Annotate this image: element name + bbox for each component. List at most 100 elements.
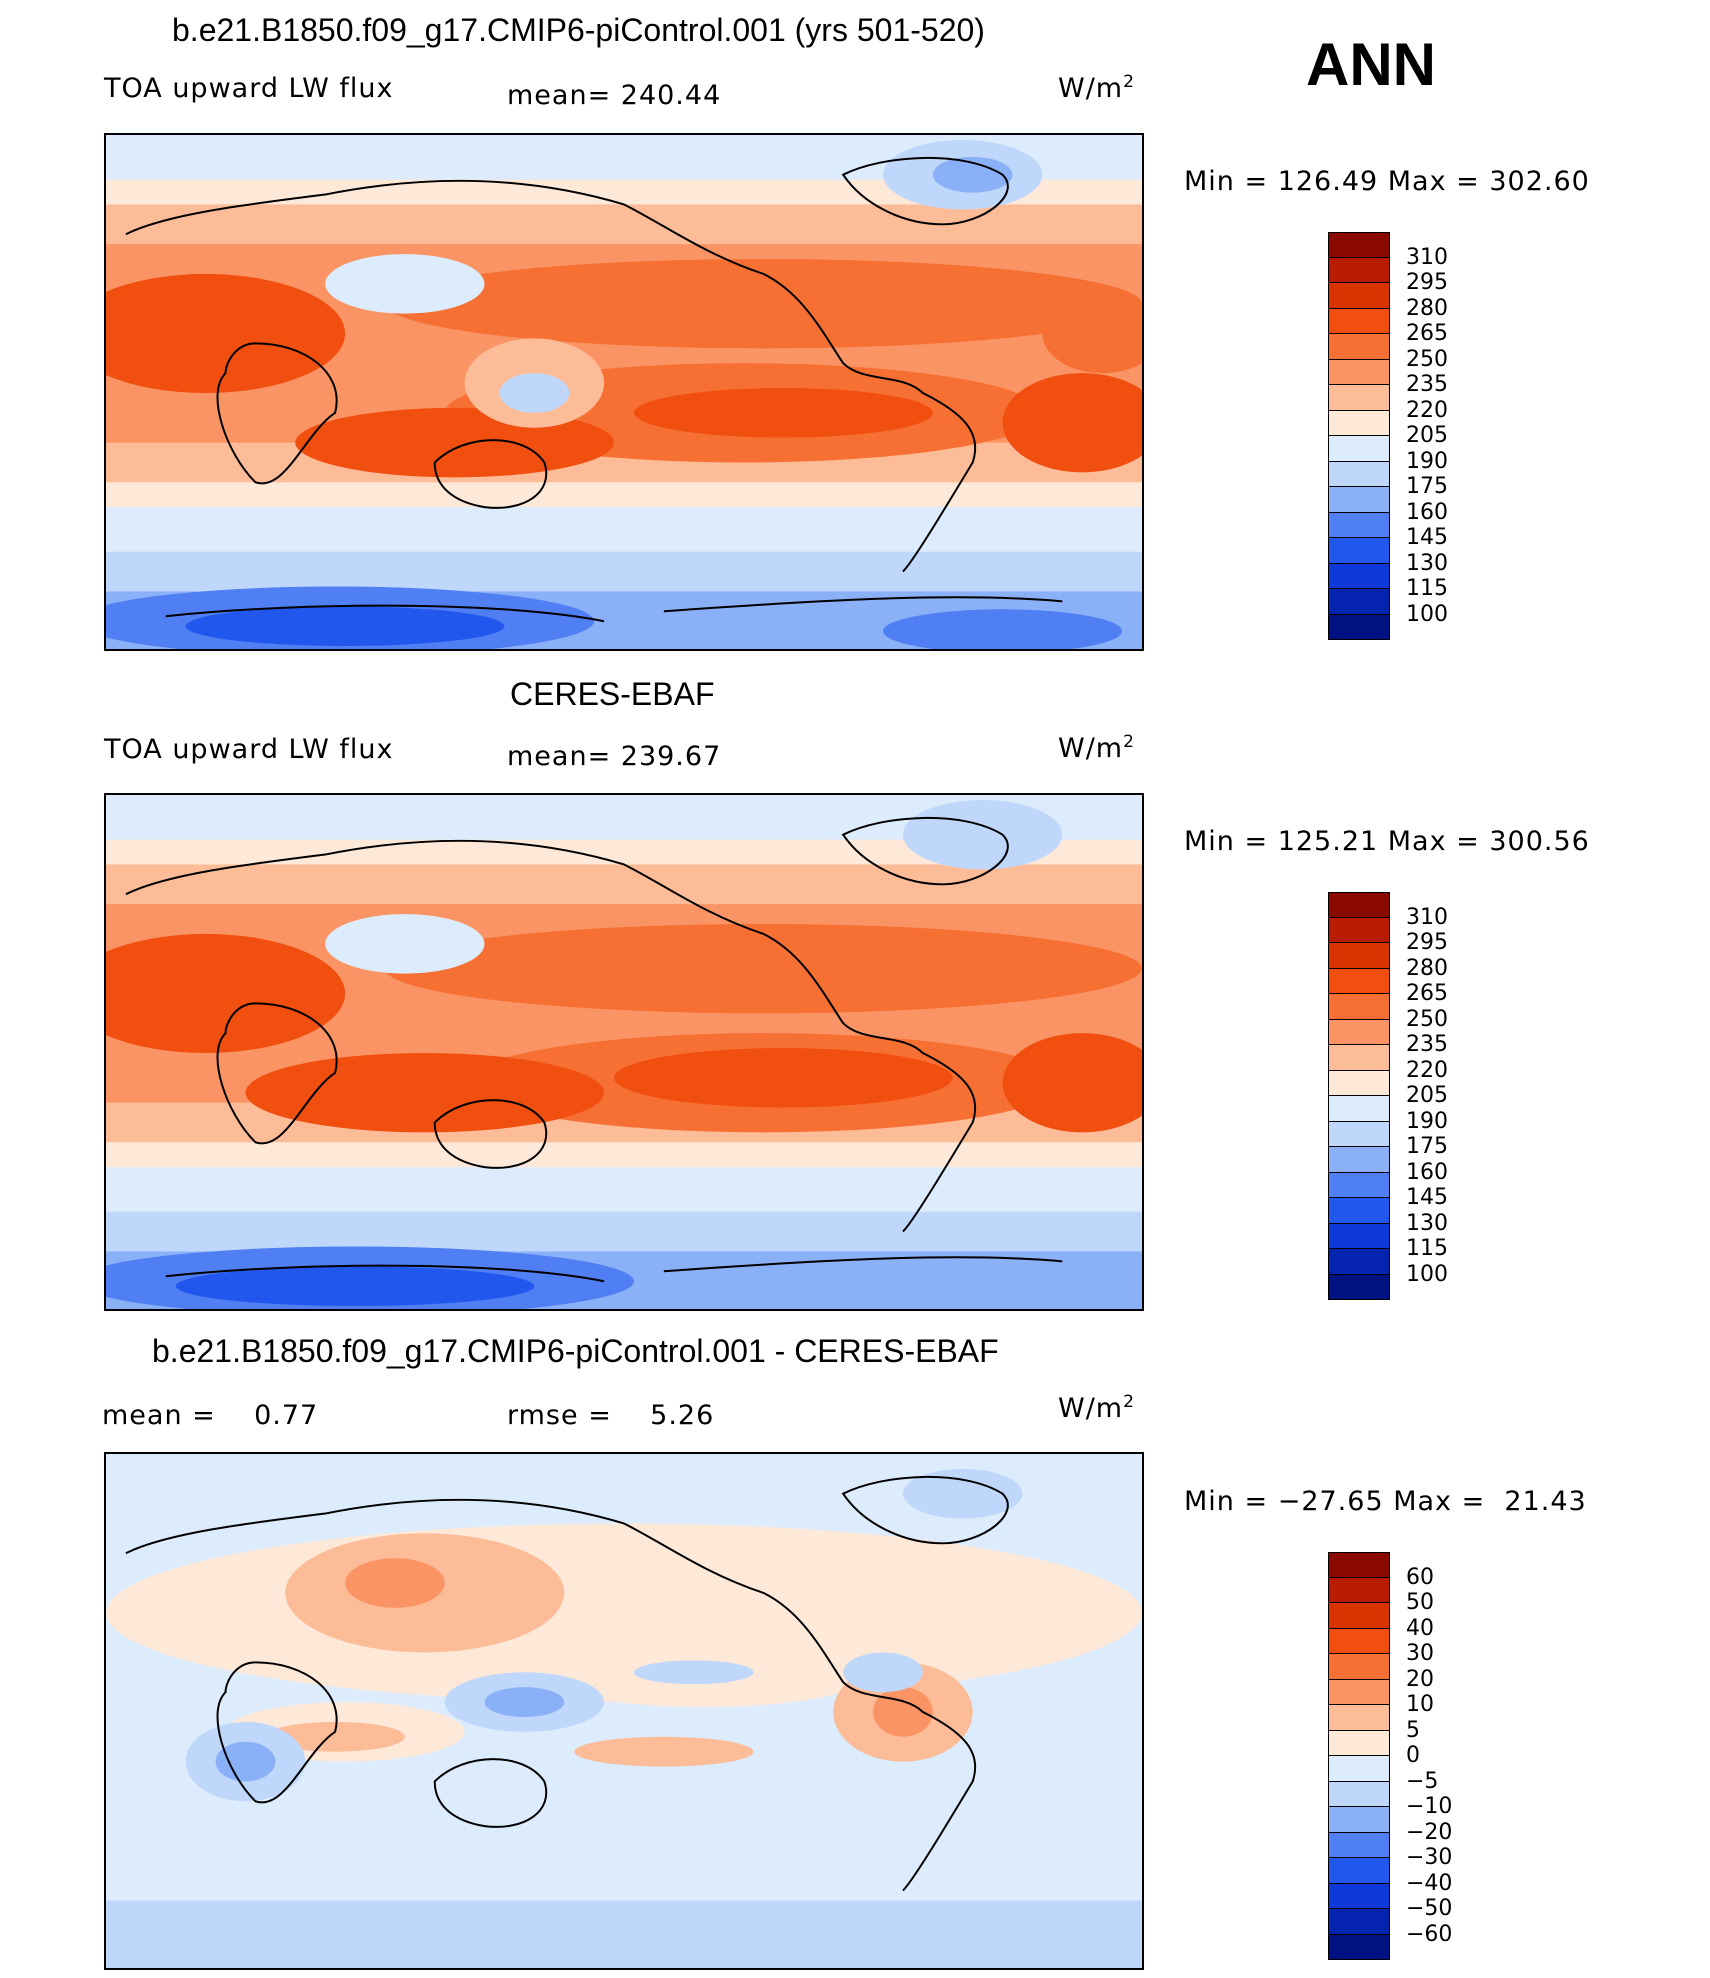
colorbar-level-label: 295 [1406, 930, 1448, 955]
panel-3-map [104, 1452, 1144, 1970]
panel-3-rmse-label: rmse = 5.26 [507, 1400, 715, 1431]
panel-2-variable-label: TOA upward LW flux [104, 734, 394, 765]
colorbar-level-label: 115 [1406, 576, 1448, 601]
colorbar-level-label: 205 [1406, 1083, 1448, 1108]
colorbar-cell [1328, 1781, 1390, 1807]
colorbar-cell [1328, 257, 1390, 283]
colorbar-level-label: 145 [1406, 525, 1448, 550]
colorbar-cell [1328, 1628, 1390, 1654]
colorbar-level-label: 30 [1406, 1641, 1434, 1666]
colorbar-cell [1328, 1019, 1390, 1045]
colorbar-cell [1328, 538, 1390, 564]
panel-3-units: W/m2 [1058, 1392, 1135, 1424]
colorbar-level-label: 265 [1406, 321, 1448, 346]
colorbar-cell [1328, 1807, 1390, 1833]
colorbar-level-label: 0 [1406, 1743, 1420, 1768]
panel-2-minmax: Min = 125.21 Max = 300.56 [1184, 826, 1590, 857]
colorbar-level-label: 175 [1406, 474, 1448, 499]
colorbar-cell [1328, 1121, 1390, 1147]
colorbar-cell [1328, 1045, 1390, 1071]
colorbar-cell [1328, 1552, 1390, 1578]
colorbar-level-label: 5 [1406, 1717, 1420, 1743]
colorbar-cell [1328, 1070, 1390, 1096]
colorbar-level-label: −20 [1406, 1819, 1453, 1845]
colorbar-level-label: 10 [1406, 1692, 1434, 1717]
colorbar-cell [1328, 1832, 1390, 1858]
panel-2-mean-label: mean= 239.67 [507, 741, 722, 772]
panel-1-variable-label: TOA upward LW flux [104, 73, 394, 104]
colorbar-cell [1328, 968, 1390, 994]
colorbar-level-label: 130 [1406, 550, 1448, 576]
colorbar-level-label: 190 [1406, 448, 1448, 474]
colorbar-cell [1328, 1172, 1390, 1198]
colorbar-level-label: 160 [1406, 1159, 1448, 1185]
colorbar-level-label: −30 [1406, 1845, 1453, 1870]
colorbar-level-label: 130 [1406, 1210, 1448, 1236]
colorbar-cell [1328, 487, 1390, 513]
panel-2-title: CERES-EBAF [510, 676, 715, 712]
colorbar-cell [1328, 1096, 1390, 1122]
colorbar-cell [1328, 410, 1390, 436]
colorbar-level-label: 115 [1406, 1236, 1448, 1261]
colorbar-cell [1328, 1274, 1390, 1300]
colorbar-cell [1328, 614, 1390, 640]
season-label: ANN [1306, 31, 1436, 98]
colorbar-cell [1328, 1883, 1390, 1909]
panel-3-map-svg [106, 1454, 1142, 1968]
panel-1-title: b.e21.B1850.f09_g17.CMIP6-piControl.001 … [172, 12, 985, 48]
colorbar-level-label: 310 [1406, 904, 1448, 930]
colorbar-cell [1328, 308, 1390, 334]
colorbar-cell [1328, 1934, 1390, 1960]
colorbar-level-label: 100 [1406, 601, 1448, 627]
colorbar-cell [1328, 892, 1390, 918]
colorbar-cell [1328, 1705, 1390, 1731]
colorbar-level-label: −50 [1406, 1896, 1453, 1921]
panel-1-minmax: Min = 126.49 Max = 302.60 [1184, 166, 1590, 197]
colorbar-cell [1328, 1756, 1390, 1782]
colorbar-level-label: 220 [1406, 397, 1448, 423]
colorbar-cell [1328, 436, 1390, 462]
colorbar-cell [1328, 1198, 1390, 1224]
panel-3-title: b.e21.B1850.f09_g17.CMIP6-piControl.001 … [152, 1333, 999, 1369]
colorbar-level-label: 280 [1406, 955, 1448, 981]
colorbar-cell [1328, 994, 1390, 1020]
panel-1-map [104, 133, 1144, 651]
colorbar-level-label: −5 [1406, 1768, 1439, 1794]
colorbar-level-label: 175 [1406, 1134, 1448, 1159]
panel-2-map-svg [106, 795, 1142, 1309]
panel-3-colorbar [1328, 1552, 1390, 1960]
panel-2-map [104, 793, 1144, 1311]
colorbar-level-label: −40 [1406, 1870, 1453, 1896]
colorbar-level-label: 40 [1406, 1615, 1434, 1641]
colorbar-cell [1328, 385, 1390, 411]
colorbar-cell [1328, 359, 1390, 385]
panel-3-mean-label: mean = 0.77 [102, 1400, 319, 1431]
colorbar-level-label: 160 [1406, 499, 1448, 525]
colorbar-cell [1328, 512, 1390, 538]
colorbar-cell [1328, 589, 1390, 615]
colorbar-level-label: 205 [1406, 423, 1448, 448]
colorbar-level-label: 235 [1406, 372, 1448, 397]
colorbar-cell [1328, 1249, 1390, 1275]
panel-3-minmax: Min = −27.65 Max = 21.43 [1184, 1486, 1587, 1517]
colorbar-level-label: 220 [1406, 1057, 1448, 1083]
colorbar-level-label: 145 [1406, 1185, 1448, 1210]
colorbar-cell [1328, 917, 1390, 943]
colorbar-cell [1328, 1603, 1390, 1629]
colorbar-level-label: 100 [1406, 1261, 1448, 1287]
colorbar-level-label: 20 [1406, 1666, 1434, 1692]
panel-1-colorbar [1328, 232, 1390, 640]
colorbar-level-label: 295 [1406, 270, 1448, 295]
colorbar-cell [1328, 1730, 1390, 1756]
colorbar-cell [1328, 563, 1390, 589]
colorbar-cell [1328, 232, 1390, 258]
colorbar-cell [1328, 283, 1390, 309]
colorbar-level-label: 250 [1406, 346, 1448, 372]
colorbar-cell [1328, 943, 1390, 969]
panel-1-units: W/m2 [1058, 72, 1135, 104]
colorbar-level-label: −60 [1406, 1921, 1453, 1947]
colorbar-cell [1328, 334, 1390, 360]
colorbar-cell [1328, 1654, 1390, 1680]
colorbar-level-label: 190 [1406, 1108, 1448, 1134]
colorbar-level-label: 280 [1406, 295, 1448, 321]
